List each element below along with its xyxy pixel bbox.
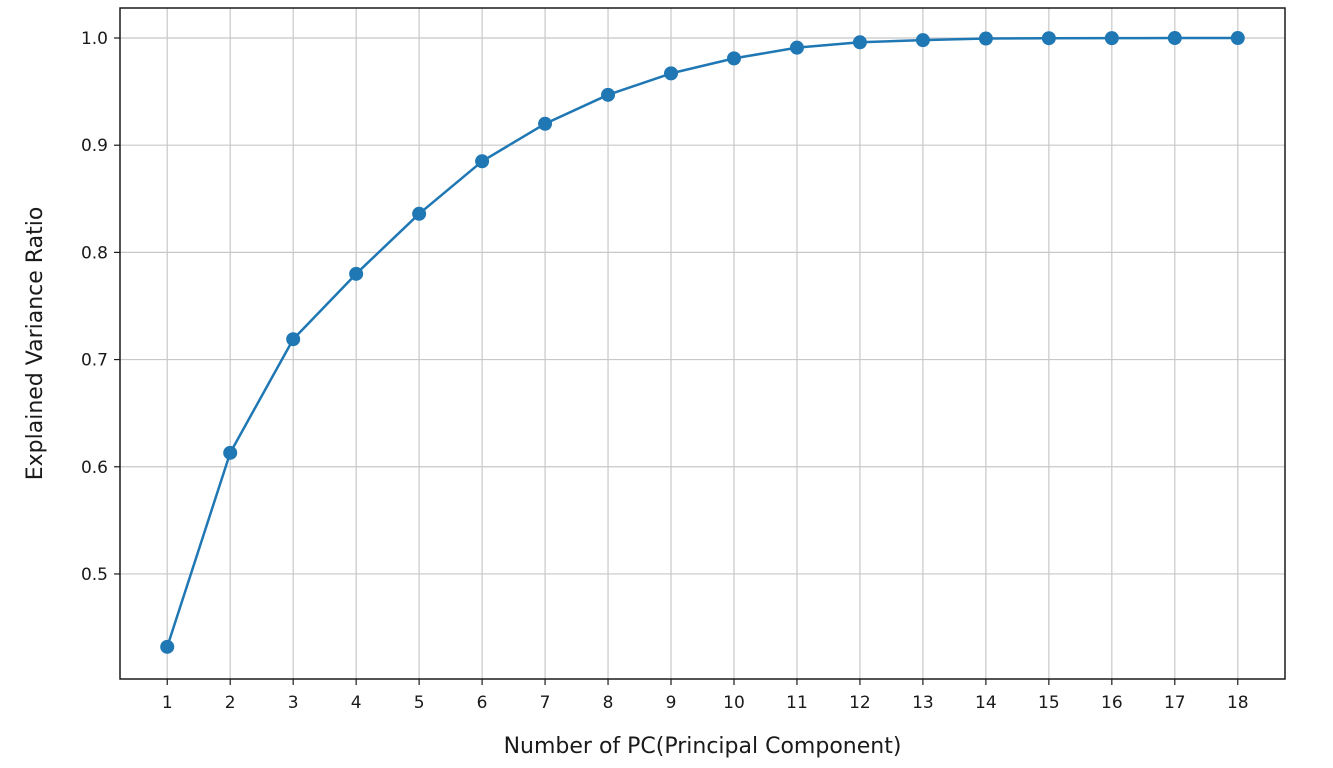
data-point: [664, 66, 679, 81]
y-axis-label: Explained Variance Ratio: [23, 207, 48, 481]
x-axis-label: Number of PC(Principal Component): [504, 734, 902, 759]
ticks: 1 2 3 4 5 6 7 8 9 10 11 12 13 14 15 16 17 180.50.60.70.80…: [81, 29, 1249, 713]
x-tick-label: 9: [666, 693, 677, 713]
x-tick-label: 3: [288, 693, 299, 713]
series: [160, 31, 1245, 654]
x-tick-label: 7: [540, 693, 551, 713]
data-point: [852, 35, 867, 50]
data-point: [349, 266, 364, 281]
data-point: [475, 154, 490, 169]
data-point: [978, 31, 993, 46]
data-point: [915, 33, 930, 48]
data-point: [538, 116, 553, 131]
x-tick-label: 6: [477, 693, 488, 713]
grid: [120, 8, 1285, 679]
x-tick-label: 18: [1227, 693, 1249, 713]
data-point: [160, 639, 175, 654]
x-tick-label: 14: [975, 693, 997, 713]
data-point: [412, 206, 427, 221]
y-tick-label: 0.8: [81, 243, 108, 263]
x-tick-label: 15: [1038, 693, 1060, 713]
data-point: [1041, 31, 1056, 46]
x-tick-label: 8: [603, 693, 614, 713]
x-tick-label: 12: [849, 693, 871, 713]
data-point: [726, 51, 741, 66]
plot-frame: [119, 7, 1286, 680]
y-tick-label: 1.0: [81, 29, 108, 49]
y-tick-label: 0.9: [81, 136, 108, 156]
data-point: [1167, 31, 1182, 46]
x-tick-label: 10: [723, 693, 745, 713]
x-tick-label: 13: [912, 693, 934, 713]
data-point: [1230, 31, 1245, 46]
series-line: [166, 36, 1238, 648]
x-tick-label: 11: [786, 693, 808, 713]
y-tick-label: 0.7: [81, 351, 108, 371]
x-tick-label: 1: [162, 693, 173, 713]
data-point: [1104, 31, 1119, 46]
x-tick-label: 5: [414, 693, 425, 713]
data-point: [601, 87, 616, 102]
data-point: [223, 445, 238, 460]
x-tick-label: 2: [225, 693, 236, 713]
x-tick-label: 4: [351, 693, 362, 713]
x-tick-label: 17: [1164, 693, 1186, 713]
x-tick-label: 16: [1101, 693, 1123, 713]
data-point: [286, 332, 301, 347]
y-tick-label: 0.6: [81, 458, 108, 478]
data-point: [789, 40, 804, 55]
y-tick-label: 0.5: [81, 565, 108, 585]
